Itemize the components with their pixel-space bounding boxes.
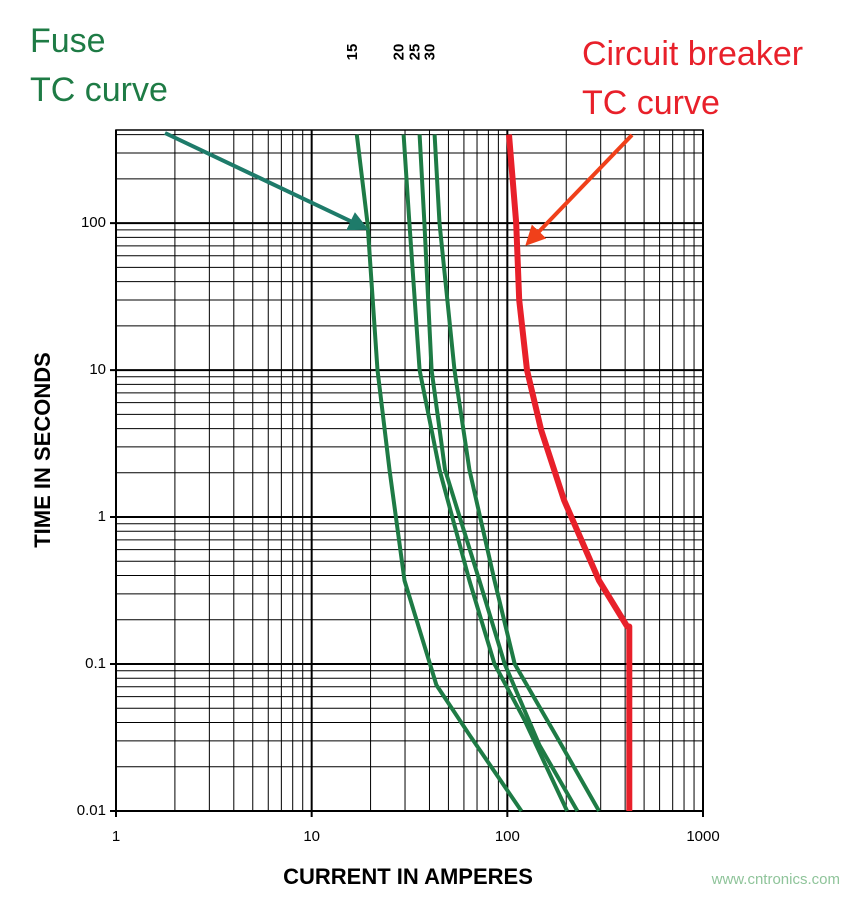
y-tick-label: 0.01 bbox=[77, 802, 106, 819]
x-tick-label: 1 bbox=[112, 828, 120, 845]
series-line bbox=[401, 134, 569, 812]
series-label: 30 bbox=[422, 44, 439, 61]
y-tick-label: 10 bbox=[89, 361, 106, 378]
y-tick-label: 0.1 bbox=[85, 655, 106, 672]
series-line bbox=[417, 134, 580, 812]
x-tick-label: 100 bbox=[495, 828, 520, 845]
series-label: 25 bbox=[407, 44, 424, 61]
annotation: TC curve bbox=[30, 71, 168, 109]
y-axis-label: TIME IN SECONDS bbox=[30, 352, 55, 548]
series-line bbox=[432, 134, 601, 812]
arrow bbox=[525, 133, 634, 246]
series-line bbox=[354, 134, 524, 813]
series-label: 20 bbox=[391, 44, 408, 61]
series-label: 15 bbox=[344, 44, 361, 61]
grid bbox=[110, 129, 704, 817]
series-line bbox=[506, 134, 633, 811]
annotation: Circuit breaker bbox=[582, 35, 803, 73]
y-tick-label: 1 bbox=[98, 508, 106, 525]
annotation: TC curve bbox=[582, 84, 720, 122]
plot-frame bbox=[115, 129, 704, 812]
watermark: www.cntronics.com bbox=[711, 871, 840, 888]
arrow bbox=[164, 131, 369, 231]
curves bbox=[354, 134, 633, 813]
x-tick-label: 1000 bbox=[686, 828, 719, 845]
y-tick-label: 100 bbox=[81, 214, 106, 231]
annotation: Fuse bbox=[30, 22, 106, 60]
x-axis-label: CURRENT IN AMPERES bbox=[283, 864, 533, 889]
x-tick-label: 10 bbox=[303, 828, 320, 845]
